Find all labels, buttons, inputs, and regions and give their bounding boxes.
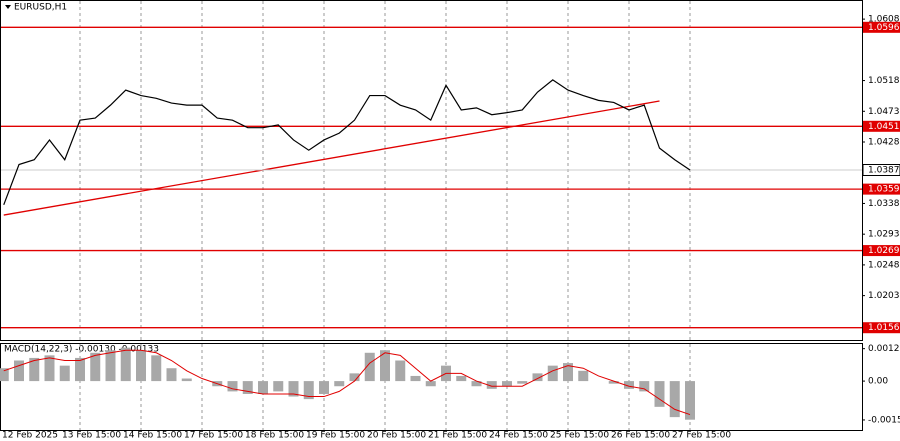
y-tick-label: 1.0338 <box>868 199 900 209</box>
x-tick-label: 21 Feb 15:00 <box>428 431 487 441</box>
macd-bar <box>624 381 634 389</box>
macd-bar <box>319 381 329 394</box>
price-line <box>3 79 691 206</box>
y-tick-label: 0.00126 <box>868 344 900 354</box>
macd-bar <box>685 381 695 420</box>
level-label-box <box>863 245 900 257</box>
macd-bar <box>364 352 375 382</box>
macd-bar <box>517 381 528 384</box>
x-tick-label: 20 Feb 15:00 <box>367 431 426 441</box>
y-tick-label: -0.00151 <box>868 415 900 425</box>
last-price-label: 1.0387 <box>868 166 900 176</box>
level-label: 1.0359 <box>868 185 900 195</box>
level-label: 1.0156 <box>868 323 900 333</box>
y-tick-label: 1.0428 <box>868 138 900 148</box>
macd-bar <box>547 365 558 382</box>
macd-bar <box>227 381 238 392</box>
level-label: 1.0451 <box>868 122 900 132</box>
macd-bar <box>563 363 573 382</box>
macd-bar <box>578 370 589 382</box>
menu-triangle <box>5 5 11 9</box>
y-tick-label: 1.0608 <box>868 15 900 25</box>
macd-bar <box>608 381 619 384</box>
x-tick-label: 13 Feb 15:00 <box>62 431 121 441</box>
level-label-box <box>863 183 900 195</box>
macd-bar <box>303 381 314 400</box>
macd-bar <box>288 381 299 397</box>
macd-bar <box>456 375 467 382</box>
macd-bar <box>654 381 665 407</box>
level-label: 1.0269 <box>868 246 900 256</box>
x-tick-label: 27 Feb 15:00 <box>672 431 731 441</box>
y-tick-label: 1.0518 <box>868 76 900 86</box>
macd-bar <box>181 378 192 382</box>
last-price-box <box>862 164 900 176</box>
x-tick-label: 25 Feb 15:00 <box>550 431 609 441</box>
x-tick-label: 26 Feb 15:00 <box>611 431 670 441</box>
macd-bar <box>349 373 360 382</box>
macd-bar <box>425 381 436 387</box>
macd-bar <box>486 381 497 389</box>
macd-bar <box>258 381 268 394</box>
macd-bar <box>395 360 406 382</box>
macd-bar <box>532 373 543 382</box>
macd-bar <box>502 381 512 387</box>
y-tick-label: 1.0473 <box>868 107 900 117</box>
macd-bar <box>0 368 9 382</box>
macd-bar <box>273 381 284 392</box>
macd-bar <box>471 381 482 387</box>
macd-bar <box>151 355 162 382</box>
x-tick-label: 12 Feb 2025 <box>2 431 58 441</box>
macd-bar <box>120 347 131 382</box>
macd-title: MACD(14,22,3) -0.00130 -0.00133 <box>4 345 159 355</box>
macd-bar <box>75 357 85 382</box>
y-tick-label: 1.0293 <box>868 230 900 240</box>
x-tick-label: 14 Feb 15:00 <box>123 431 182 441</box>
macd-bar <box>242 381 253 394</box>
level-label-box <box>863 322 900 334</box>
macd-bar <box>90 352 101 382</box>
macd-bar <box>334 381 345 387</box>
signal-line <box>3 349 691 416</box>
macd-bar <box>136 350 146 382</box>
chart-title: EURUSD,H1 <box>14 3 67 13</box>
level-label: 1.0596 <box>868 23 900 33</box>
macd-bar <box>410 375 421 382</box>
y-tick-label: 1.0248 <box>868 260 900 270</box>
macd-bar <box>14 360 24 382</box>
macd-bar <box>44 355 55 382</box>
macd-bar <box>380 350 390 382</box>
macd-bar <box>639 381 650 392</box>
level-label-box <box>863 120 900 132</box>
trend-line <box>3 100 660 216</box>
x-tick-label: 18 Feb 15:00 <box>245 431 304 441</box>
x-tick-label: 17 Feb 15:00 <box>184 431 243 441</box>
y-tick-label: 1.0203 <box>868 291 900 301</box>
macd-bar <box>105 350 116 382</box>
x-tick-label: 19 Feb 15:00 <box>306 431 365 441</box>
macd-bar <box>29 357 40 382</box>
macd-bar <box>59 365 70 382</box>
macd-bar <box>166 368 177 382</box>
level-label-box <box>863 21 900 33</box>
macd-bar <box>669 381 680 418</box>
y-tick-label: 0.00 <box>868 377 888 387</box>
x-tick-label: 24 Feb 15:00 <box>489 431 548 441</box>
